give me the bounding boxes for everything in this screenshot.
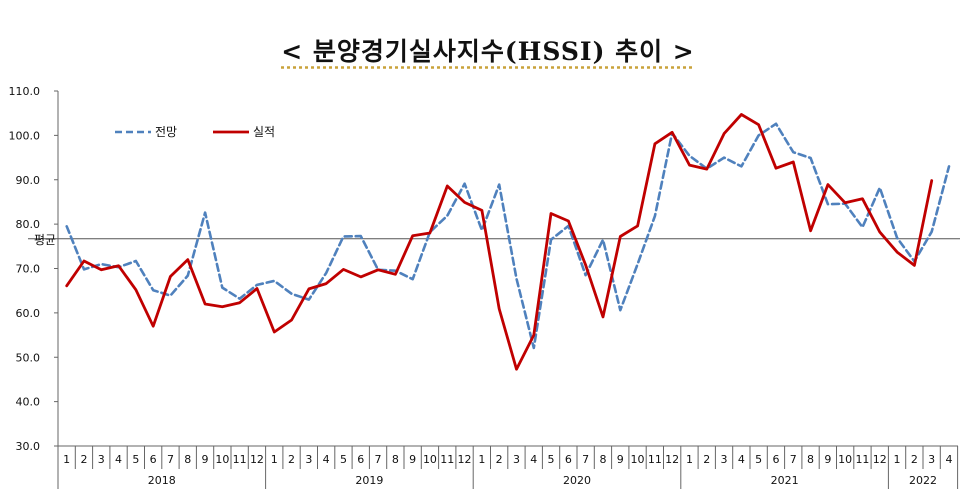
x-tick-label: 4 [323,453,330,466]
y-tick-label: 100.0 [9,129,41,142]
x-tick-label: 10 [631,453,645,466]
x-tick-label: 12 [458,453,472,466]
x-tick-label: 7 [582,453,589,466]
x-tick-label: 2 [288,453,295,466]
x-tick-label: 6 [150,453,157,466]
x-tick-label: 10 [215,453,229,466]
x-tick-label: 3 [513,453,520,466]
x-tick-label: 10 [838,453,852,466]
year-label: 2019 [355,474,383,487]
x-tick-label: 11 [855,453,869,466]
year-label: 2021 [771,474,799,487]
x-tick-label: 7 [167,453,174,466]
series-group [65,113,951,371]
x-tick-label: 1 [271,453,278,466]
series-line-actual [65,113,934,371]
x-tick-label: 7 [375,453,382,466]
x-tick-label: 3 [928,453,935,466]
x-tick-label: 9 [824,453,831,466]
x-tick-label: 9 [409,453,416,466]
x-tick-label: 3 [305,453,312,466]
x-tick-label: 3 [98,453,105,466]
x-tick-label: 8 [184,453,191,466]
x-tick-label: 5 [755,453,762,466]
x-tick-label: 4 [530,453,537,466]
y-tick-label: 80.0 [16,218,41,231]
x-tick-label: 7 [790,453,797,466]
average-label: 평균 [34,233,56,247]
x-tick-label: 1 [478,453,485,466]
x-tick-label: 6 [772,453,779,466]
legend-label: 실적 [253,125,275,139]
x-tick-label: 6 [357,453,364,466]
series-line-forecast [65,122,951,350]
x-tick-label: 11 [648,453,662,466]
y-tick-label: 30.0 [16,440,41,453]
x-tick-label: 8 [807,453,814,466]
x-tick-label: 8 [392,453,399,466]
y-tick-label: 60.0 [16,307,41,320]
x-tick-label: 12 [873,453,887,466]
chart-title: < 분양경기실사지수(HSSI) 추이 > [0,32,976,68]
x-tick-label: 1 [63,453,70,466]
x-tick-label: 11 [440,453,454,466]
year-label: 2022 [909,474,937,487]
reference-line-group: 평균 [28,233,960,247]
x-tick-label: 5 [340,453,347,466]
x-tick-label: 12 [250,453,264,466]
x-tick-label: 5 [132,453,139,466]
x-tick-label: 2 [80,453,87,466]
x-tick-label: 10 [423,453,437,466]
year-label: 2020 [563,474,591,487]
x-tick-label: 4 [738,453,745,466]
legend-label: 전망 [155,125,177,139]
x-tick-label: 2 [703,453,710,466]
x-tick-label: 12 [665,453,679,466]
x-tick-label: 3 [721,453,728,466]
x-tick-label: 4 [945,453,952,466]
x-tick-label: 9 [617,453,624,466]
y-tick-label: 50.0 [16,351,41,364]
x-tick-label: 2 [911,453,918,466]
y-tick-label: 110.0 [9,85,41,98]
x-tick-label: 2 [496,453,503,466]
x-tick-label: 1 [894,453,901,466]
chart-title-text: < 분양경기실사지수(HSSI) 추이 > [281,37,695,66]
x-tick-label: 6 [565,453,572,466]
x-tick-label: 9 [202,453,209,466]
legend: 전망 실적 [115,125,275,139]
x-tick-label: 11 [233,453,247,466]
x-tick-label: 1 [686,453,693,466]
x-tick-label: 4 [115,453,122,466]
x-tick-label: 5 [548,453,555,466]
x-tick-label: 8 [599,453,606,466]
y-tick-label: 90.0 [16,174,41,187]
y-tick-label: 70.0 [16,263,41,276]
y-tick-label: 40.0 [16,396,41,409]
year-label: 2018 [148,474,176,487]
